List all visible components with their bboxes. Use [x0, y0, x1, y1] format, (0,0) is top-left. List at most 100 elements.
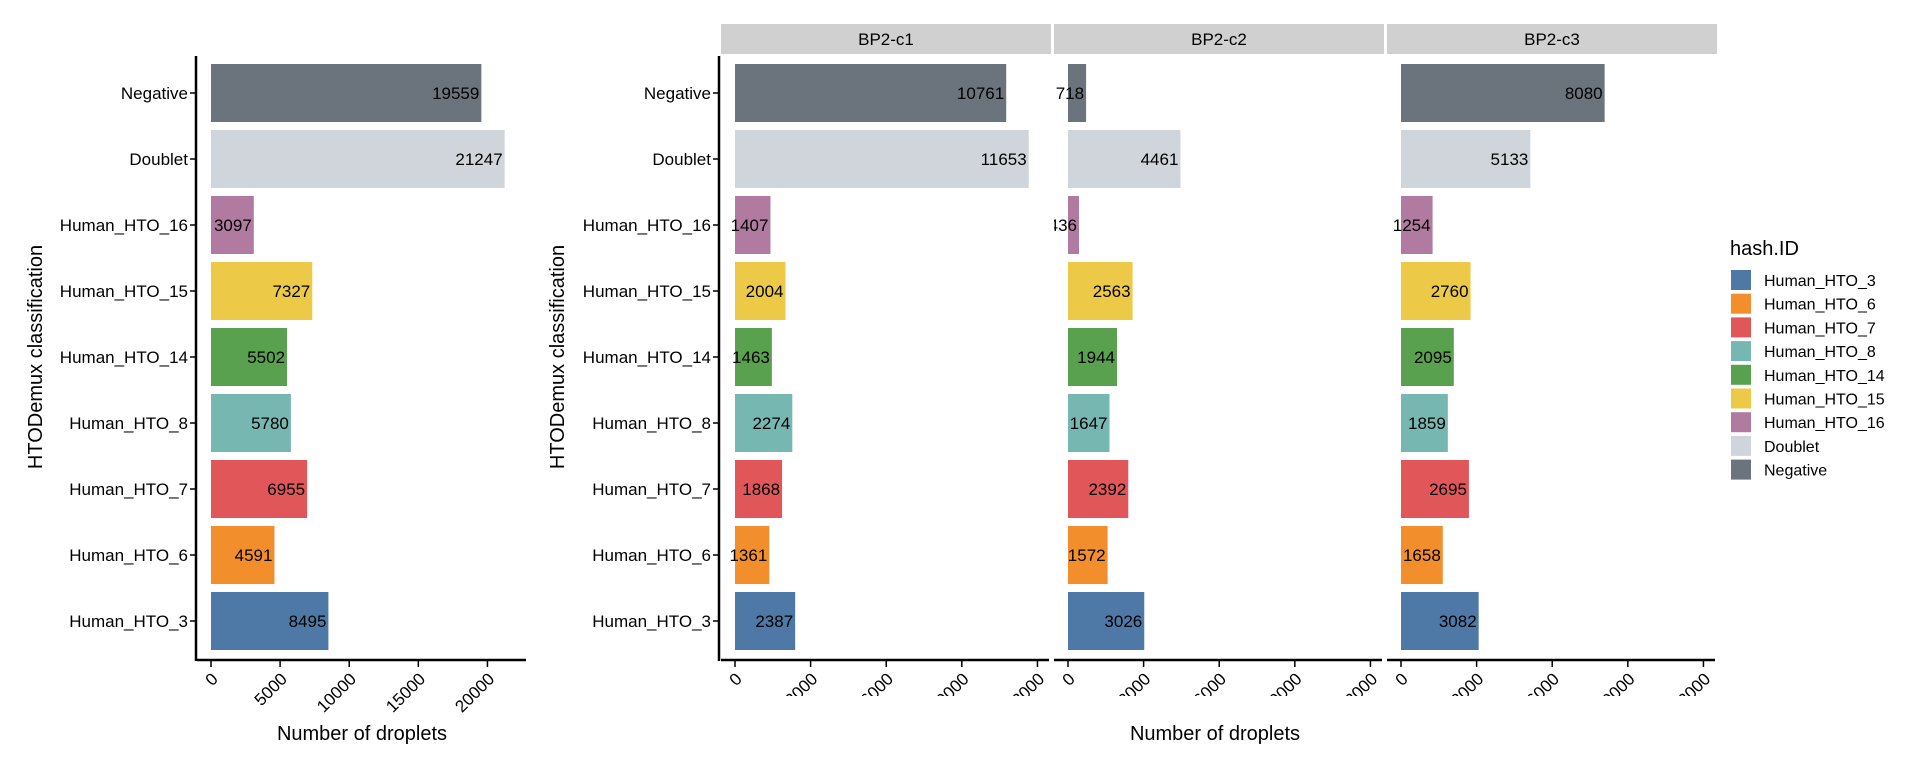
bar-value-label: 1572	[1068, 546, 1106, 565]
bar-value-label: 2563	[1093, 282, 1131, 301]
legend-label: Human_HTO_7	[1764, 320, 1876, 337]
y-tick-label: Human_HTO_3	[592, 612, 711, 631]
overall-bar-chart: Negative Doublet Human_HTO_16 Human_HTO_15 H…	[25, 56, 526, 745]
bar-negative	[211, 64, 482, 122]
x-tick-label: 3000	[781, 669, 821, 709]
bar-human-hto-15	[1401, 262, 1471, 320]
legend-item: Human_HTO_15	[1731, 388, 1885, 409]
legend-item: Human_HTO_3	[1731, 270, 1876, 290]
legend-swatch	[1731, 459, 1751, 480]
facet-plot-area: 718 4461 436 2563 1944 1647 2392 1572 3026 0 3000 6…	[1049, 64, 1382, 709]
bar-human-hto-8	[1401, 394, 1448, 452]
y-tick-label: Human_HTO_14	[583, 348, 711, 367]
x-tick-label: 12000	[1667, 669, 1714, 716]
bar-human-hto-6	[735, 526, 770, 584]
bar-human-hto-7	[735, 460, 783, 518]
facet-strip	[721, 24, 1051, 54]
facet-strip	[1054, 24, 1384, 54]
bar-value-label: 1407	[731, 216, 769, 235]
bar-value-label: 718	[1056, 84, 1084, 103]
y-tick-label: Human_HTO_16	[60, 216, 188, 235]
y-axis-title: HTODemux classification	[547, 245, 569, 469]
bar-value-label: 6955	[267, 480, 305, 499]
legend-swatch	[1731, 435, 1751, 456]
bar-human-hto-16	[1401, 196, 1433, 254]
bar-human-hto-14	[211, 328, 288, 386]
faceted-bar-chart: Negative Doublet Human_HTO_16 Human_HTO_15 H…	[547, 24, 1717, 745]
bar-value-label: 3026	[1104, 612, 1142, 631]
x-tick-label: 6000	[857, 669, 897, 709]
bar-value-label: 3082	[1439, 612, 1477, 631]
bar-human-hto-6	[211, 526, 275, 584]
facet-plot-area: 8080 5133 1254 2760 2095 1859 2695 1658 3082 0 300…	[1387, 64, 1715, 716]
facet-bp2-c1: BP2-c1 10761 11653 1407 2004 1463 2274 1868 1361…	[721, 24, 1051, 716]
bar-value-label: 7327	[272, 282, 310, 301]
legend-swatch	[1731, 341, 1751, 362]
legend: hash.ID Human_HTO_3 Human_HTO_6 Human_HTO_7…	[1730, 238, 1885, 480]
x-tick-label: 12000	[1001, 669, 1048, 716]
bar-doublet	[1401, 130, 1531, 188]
x-tick-label: 20000	[451, 669, 498, 716]
legend-item: Doublet	[1731, 435, 1820, 456]
legend-label: Human_HTO_3	[1764, 273, 1876, 290]
x-tick-label: 0	[1059, 669, 1079, 689]
x-tick-label: 5000	[251, 669, 291, 709]
y-tick-label: Human_HTO_6	[69, 546, 188, 565]
bar-value-label: 1647	[1070, 414, 1108, 433]
bar-value-label: 21247	[455, 150, 502, 169]
facet-strip	[1387, 24, 1717, 54]
bar-value-label: 1361	[729, 546, 767, 565]
legend-label: Negative	[1764, 463, 1827, 480]
bar-value-label: 19559	[432, 84, 479, 103]
bar-human-hto-14	[735, 328, 772, 386]
y-tick-label: Human_HTO_7	[592, 480, 711, 499]
bar-value-label: 2387	[755, 612, 793, 631]
y-axis-title: HTODemux classification	[25, 245, 47, 469]
bar-human-hto-8	[1068, 394, 1110, 452]
bar-human-hto-15	[211, 262, 313, 320]
legend-item: Human_HTO_16	[1731, 412, 1885, 433]
bar-value-label: 8495	[289, 612, 327, 631]
bar-human-hto-7	[1401, 460, 1469, 518]
facet-bp2-c3: BP2-c3 8080 5133 1254 2760 2095 1859 2695 1658 30…	[1387, 24, 1717, 716]
y-tick-label: Human_HTO_16	[583, 216, 711, 235]
y-tick-label: Human_HTO_3	[69, 612, 188, 631]
facet-strip-label: BP2-c2	[1191, 30, 1247, 49]
facet-strip-label: BP2-c1	[858, 30, 914, 49]
legend-label: Human_HTO_16	[1764, 415, 1885, 432]
legend-label: Human_HTO_14	[1764, 368, 1885, 385]
bar-negative	[735, 64, 1007, 122]
legend-swatch	[1731, 293, 1751, 314]
legend-label: Human_HTO_8	[1764, 344, 1876, 361]
bar-value-label: 1254	[1393, 216, 1431, 235]
bar-human-hto-15	[735, 262, 786, 320]
legend-item: Human_HTO_6	[1731, 293, 1876, 314]
x-tick-label: 10000	[313, 669, 360, 716]
y-tick-label: Human_HTO_8	[69, 414, 188, 433]
bar-human-hto-16	[735, 196, 771, 254]
x-tick-label: 15000	[382, 669, 429, 716]
bar-value-label: 2274	[752, 414, 790, 433]
x-tick-label: 3000	[1114, 669, 1154, 709]
bar-human-hto-16	[1068, 196, 1079, 254]
legend-swatch	[1731, 388, 1751, 409]
y-tick-label: Doublet	[652, 150, 711, 169]
bar-value-label: 1463	[732, 348, 770, 367]
bar-human-hto-6	[1401, 526, 1443, 584]
y-tick-label: Human_HTO_14	[60, 348, 188, 367]
y-tick-label: Human_HTO_15	[60, 282, 188, 301]
bar-value-label: 10761	[957, 84, 1004, 103]
x-tick-label: 0	[202, 669, 222, 689]
bar-human-hto-7	[1068, 460, 1129, 518]
bar-value-label: 436	[1049, 216, 1077, 235]
bar-value-label: 4591	[235, 546, 273, 565]
bar-value-label: 3097	[214, 216, 252, 235]
bar-negative	[1401, 64, 1605, 122]
bar-human-hto-7	[211, 460, 308, 518]
bar-value-label: 5133	[1491, 150, 1529, 169]
legend-item: Human_HTO_7	[1731, 317, 1876, 338]
facet-bp2-c2: BP2-c2 718 4461 436 2563 1944 1647 2392 1572 3026…	[1049, 24, 1384, 709]
y-tick-label: Human_HTO_7	[69, 480, 188, 499]
bar-doublet	[211, 130, 505, 188]
